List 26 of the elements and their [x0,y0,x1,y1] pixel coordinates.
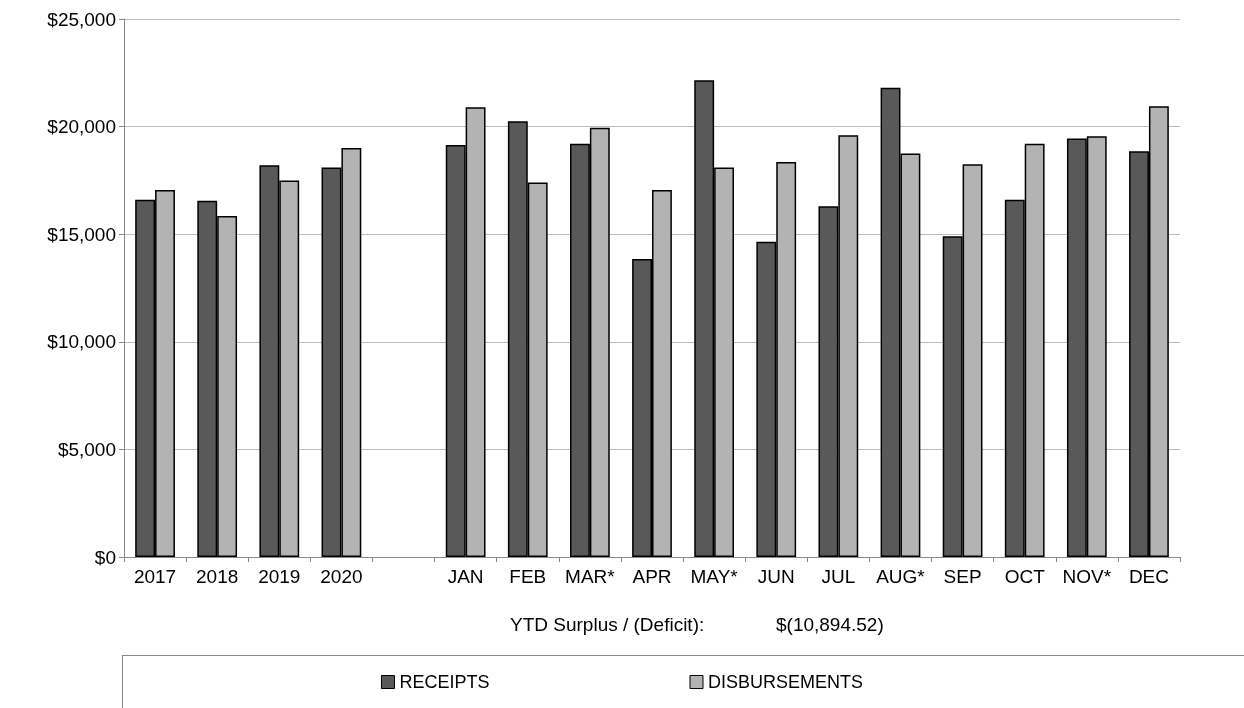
x-tick-label: JAN [447,566,484,587]
y-tick-label: $20,000 [47,116,116,138]
x-tick-label: MAY* [690,566,739,587]
x-tick-label: 2019 [258,566,301,587]
legend-label: RECEIPTS [399,672,490,692]
x-tick-label: 2018 [196,566,239,587]
x-tick-label: OCT [1004,566,1046,587]
y-tick-label: $5,000 [57,438,116,460]
x-tick-label: DEC [1128,566,1169,587]
x-tick-label: JUL [821,566,856,587]
x-tick-label: APR [632,566,672,587]
x-tick-label: NOV* [1062,566,1112,587]
y-tick-label: $25,000 [47,8,116,30]
text: YTD Surplus / (Deficit): [510,614,705,635]
y-tick-label: $15,000 [47,223,116,245]
x-tick-label: AUG* [876,566,926,587]
x-tick-label: JUN [757,566,795,587]
y-tick-label: $0 [94,546,116,568]
y-tick-label: $10,000 [47,331,116,353]
x-tick-label: MAR* [565,566,616,587]
x-tick-label: SEP [943,566,982,587]
x-tick-label: 2020 [320,566,363,587]
text: $(10,894.52) [776,614,884,635]
x-tick-label: FEB [509,566,547,587]
legend-label: DISBURSEMENTS [708,672,864,692]
x-tick-label: 2017 [133,566,177,587]
